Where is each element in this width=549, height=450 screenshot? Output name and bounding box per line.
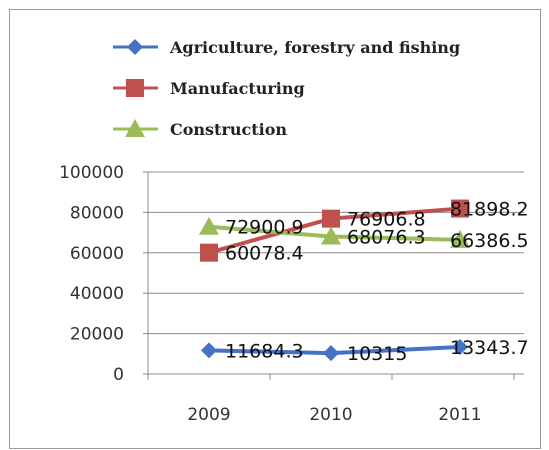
y-tick-label: 100000 [59,163,124,183]
legend-label: Agriculture, forestry and fishing [169,38,460,57]
legend-item: Manufacturing [113,79,305,98]
series-group [199,199,470,362]
data-label: 13343.7 [450,337,529,359]
data-labels: 11684.3 10315 13343.7 60078.4 76906.8 81898.2… [225,199,529,366]
data-point-diamond [127,39,143,55]
legend-item: Construction [113,119,287,139]
axes [147,172,524,375]
data-point-triangle [125,119,145,137]
data-label: 81898.2 [450,199,529,221]
data-label: 72900.9 [225,217,304,239]
x-axis-ticks: 2009 2010 2011 [147,374,515,425]
data-label: 68076.3 [347,226,426,248]
legend-label: Construction [170,120,287,139]
data-label: 11684.3 [225,340,304,362]
series-1 [200,199,469,262]
y-tick-label: 20000 [70,325,124,345]
chart-frame [9,9,541,449]
data-point-square [200,243,218,262]
data-point-square [451,199,469,218]
data-point-square [322,209,340,228]
data-point-diamond [452,339,468,356]
data-label: 60078.4 [225,243,304,265]
data-label: 66386.5 [450,230,529,252]
data-point-triangle [321,226,341,245]
y-tick-label: 40000 [70,284,124,304]
legend-label: Manufacturing [170,79,305,98]
data-label: 76906.8 [347,209,426,231]
data-point-triangle [450,229,470,248]
x-tick-label: 2011 [438,405,481,425]
data-point-square [126,79,144,97]
y-tick-label: 80000 [70,203,124,223]
series-2 [199,216,470,248]
data-point-diamond [201,342,217,359]
x-tick-label: 2009 [187,405,230,425]
legend: Agriculture, forestry and fishing Manufac… [113,38,460,139]
data-point-diamond [323,345,339,362]
y-tick-label: 60000 [70,244,124,264]
legend-item: Agriculture, forestry and fishing [113,38,460,57]
series-0 [201,339,468,362]
y-axis-ticks: 0 20000 40000 60000 80000 100000 [59,163,148,385]
x-tick-label: 2010 [309,405,352,425]
data-label: 10315 [347,343,407,365]
y-tick-label: 0 [113,365,124,385]
data-point-triangle [199,216,219,235]
